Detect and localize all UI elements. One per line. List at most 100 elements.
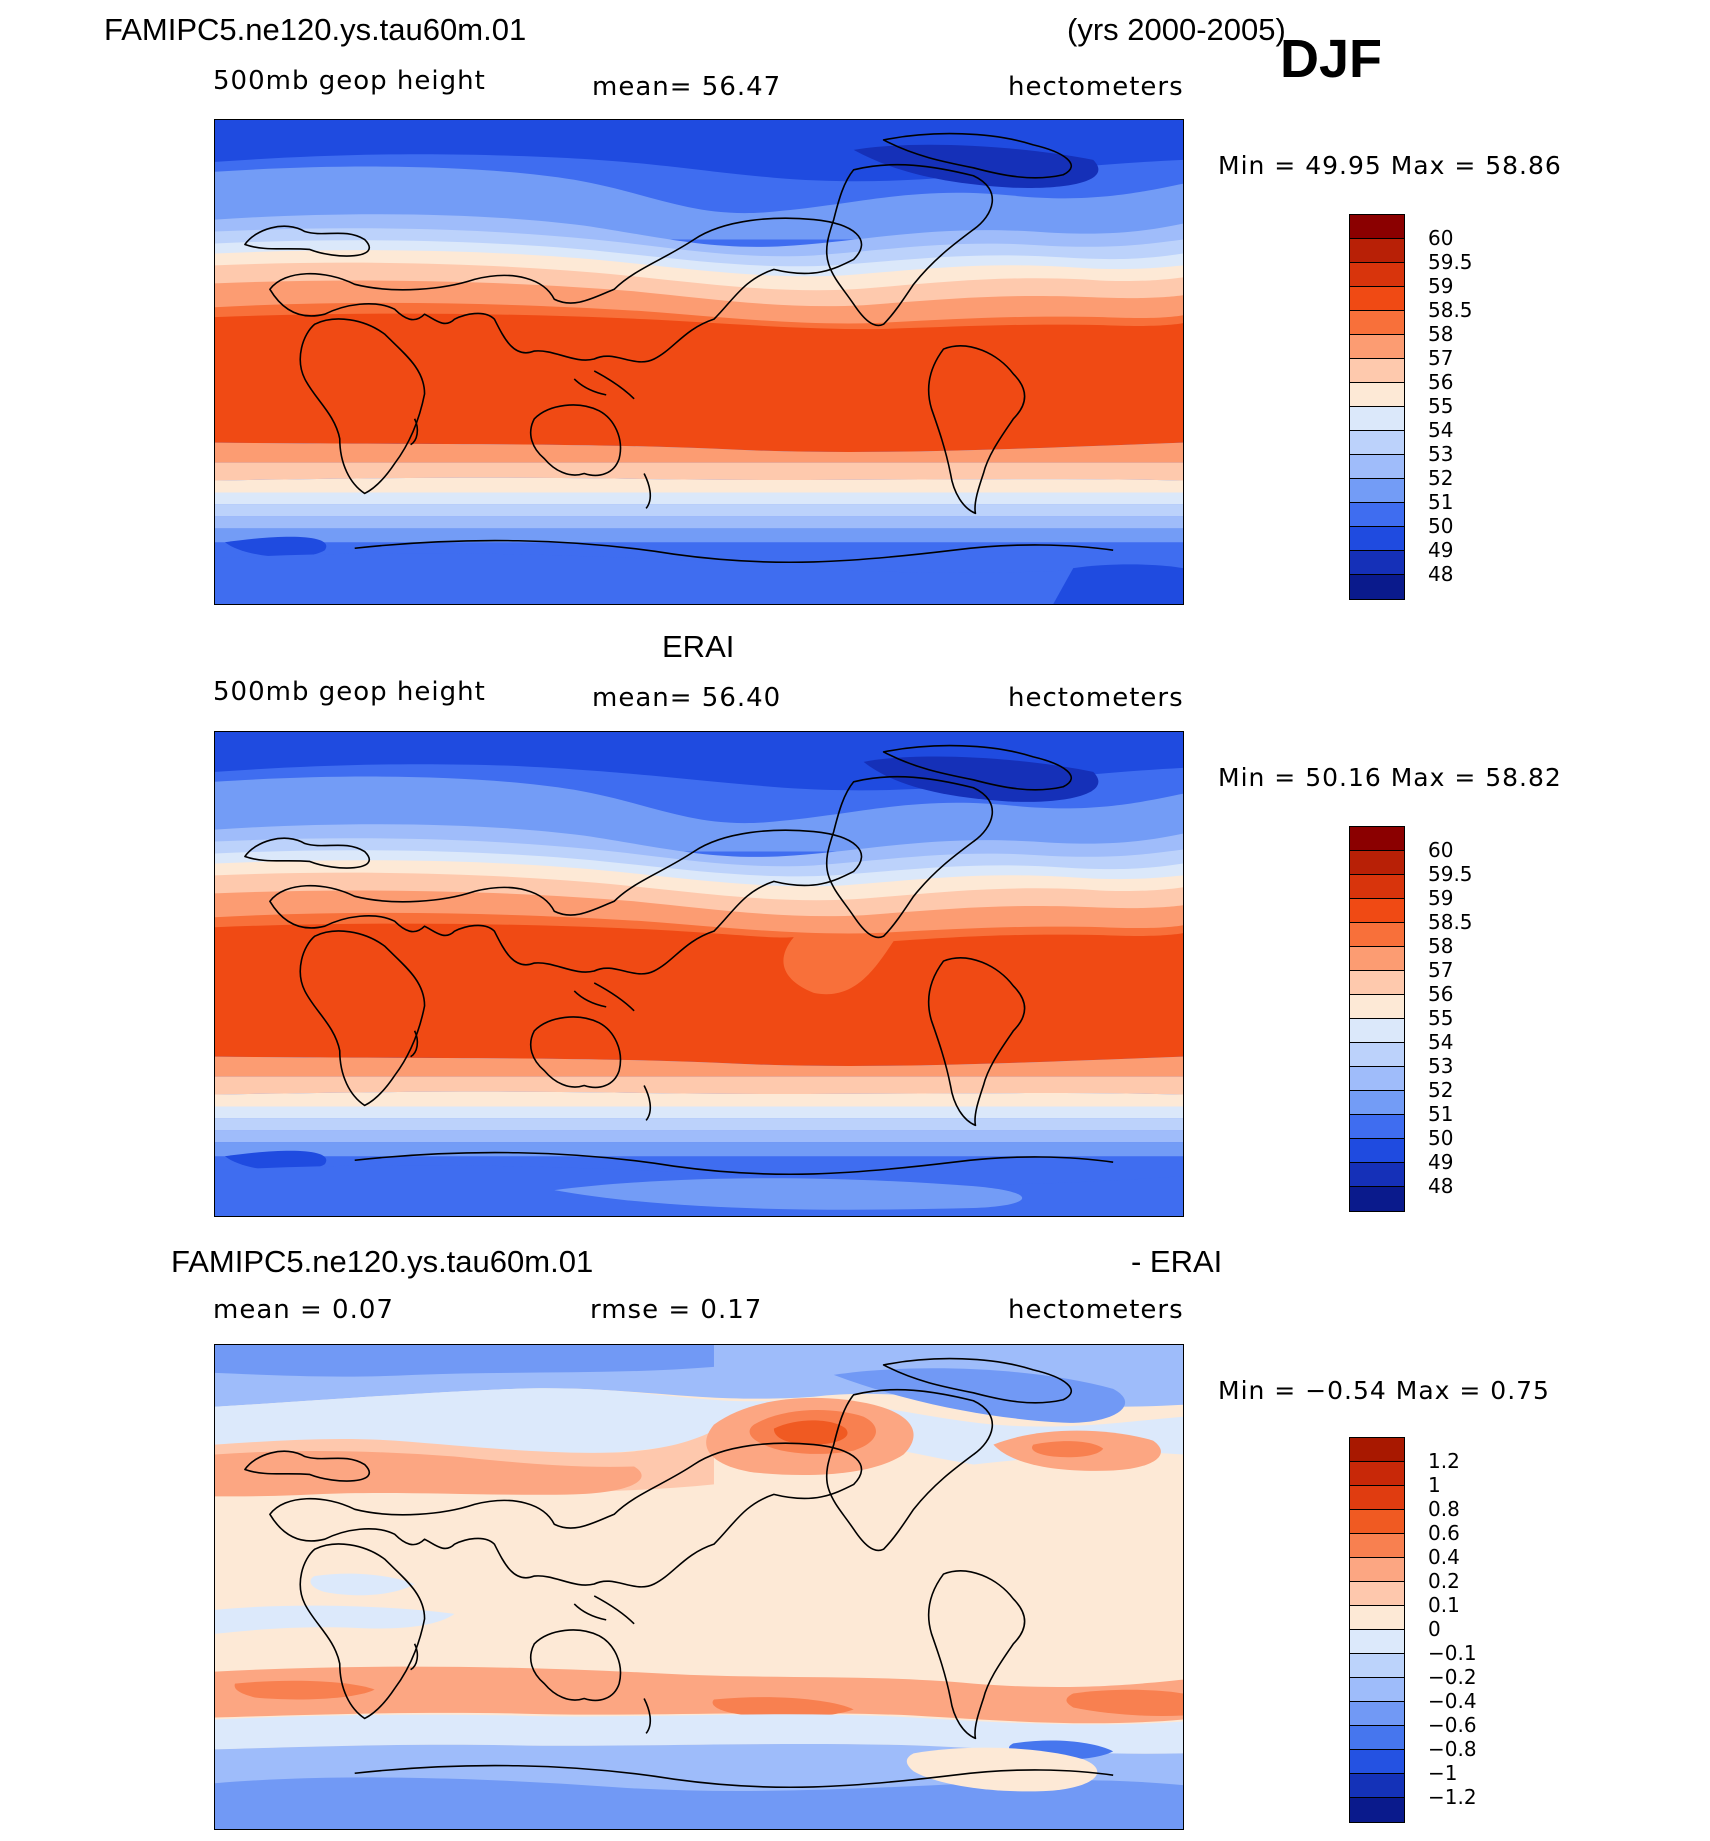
colorbar-swatch — [1350, 383, 1404, 407]
colorbar-tick-label: 55 — [1428, 1006, 1454, 1030]
diff-title-left: FAMIPC5.ne120.ys.tau60m.01 — [171, 1244, 594, 1279]
mean-label: mean= 56.40 — [592, 683, 782, 713]
minmax-label: Min = −0.54 Max = 0.75 — [1218, 1376, 1550, 1405]
colorbar-swatch — [1350, 1582, 1404, 1606]
colorbar-swatch — [1350, 1726, 1404, 1750]
colorbar-tick-label: 54 — [1428, 1030, 1454, 1054]
colorbar-swatch — [1350, 1774, 1404, 1798]
colorbar-tick-label: 48 — [1428, 562, 1454, 586]
colorbar-tick-label: 49 — [1428, 1150, 1454, 1174]
colorbar-swatch — [1350, 1558, 1404, 1582]
colorbar-tick-label: 58.5 — [1428, 298, 1473, 322]
colorbar-swatch — [1350, 995, 1404, 1019]
colorbar-tick-label: 58.5 — [1428, 910, 1473, 934]
colorbar-swatch — [1350, 359, 1404, 383]
colorbar-tick-label: 53 — [1428, 1054, 1454, 1078]
colorbar-swatch — [1350, 1702, 1404, 1726]
colorbar-tick-label: −0.1 — [1428, 1641, 1477, 1665]
colorbar-swatch — [1350, 1043, 1404, 1067]
colorbar-swatch — [1350, 1115, 1404, 1139]
colorbar-swatch — [1350, 827, 1404, 851]
colorbar-tick-label: 53 — [1428, 442, 1454, 466]
model-contour-field — [215, 120, 1183, 604]
obs-map — [214, 731, 1184, 1217]
colorbar-tick-label: 1.2 — [1428, 1449, 1460, 1473]
variable-label: 500mb geop height — [213, 677, 486, 707]
colorbar-tick-label: 57 — [1428, 958, 1454, 982]
colorbar-swatch — [1350, 335, 1404, 359]
colorbar-swatch — [1350, 1750, 1404, 1774]
colorbar-tick-label: 59 — [1428, 274, 1454, 298]
colorbar-swatch — [1350, 1678, 1404, 1702]
diff-mean-label: mean = 0.07 — [213, 1295, 394, 1325]
colorbar-tick-label: 51 — [1428, 1102, 1454, 1126]
colorbar-swatch — [1350, 1534, 1404, 1558]
colorbar-swatch — [1350, 1630, 1404, 1654]
colorbar-tick-label: −0.6 — [1428, 1713, 1477, 1737]
colorbar-tick-label: 56 — [1428, 982, 1454, 1006]
colorbar-swatch — [1350, 311, 1404, 335]
colorbar-swatch — [1350, 1139, 1404, 1163]
colorbar-swatch — [1350, 1798, 1404, 1822]
colorbar-swatch — [1350, 923, 1404, 947]
colorbar-tick-label: 58 — [1428, 934, 1454, 958]
colorbar-tick-label: 57 — [1428, 346, 1454, 370]
rmse-label: rmse = 0.17 — [590, 1295, 763, 1325]
colorbar-tick-label: 0.6 — [1428, 1521, 1460, 1545]
colorbar-swatch — [1350, 1163, 1404, 1187]
colorbar-labels: 60 59.5 59 58.5 58 57 56 55 54 53 52 51 50 49 48 — [1428, 228, 1473, 588]
colorbar-tick-label: −0.4 — [1428, 1689, 1477, 1713]
colorbar-tick-label: −0.8 — [1428, 1737, 1477, 1761]
colorbar-tick-label: −1.2 — [1428, 1785, 1477, 1809]
colorbar-tick-label: 0 — [1428, 1617, 1441, 1641]
model-map — [214, 119, 1184, 605]
colorbar-swatch — [1350, 527, 1404, 551]
obs-contour-field — [215, 732, 1183, 1216]
colorbar-swatch — [1350, 1654, 1404, 1678]
colorbar-tick-label: 59 — [1428, 886, 1454, 910]
units-label: hectometers — [1008, 683, 1184, 713]
colorbar-swatch — [1350, 455, 1404, 479]
mean-label: mean= 56.47 — [592, 72, 782, 102]
years-label: (yrs 2000-2005) — [1067, 12, 1286, 47]
colorbar-tick-label: 48 — [1428, 1174, 1454, 1198]
colorbar-tick-label: 0.1 — [1428, 1593, 1460, 1617]
colorbar-tick-label: 0.2 — [1428, 1569, 1460, 1593]
colorbar-swatch — [1350, 875, 1404, 899]
diff-title-right: - ERAI — [1131, 1244, 1223, 1279]
colorbar-swatch — [1350, 239, 1404, 263]
season-label: DJF — [1280, 29, 1383, 89]
colorbar-tick-label: −0.2 — [1428, 1665, 1477, 1689]
colorbar-swatch — [1350, 851, 1404, 875]
colorbar-tick-label: 50 — [1428, 514, 1454, 538]
colorbar-tick-label: 50 — [1428, 1126, 1454, 1150]
diff-contour-field — [215, 1345, 1183, 1829]
minmax-label: Min = 49.95 Max = 58.86 — [1218, 151, 1562, 180]
colorbar-swatch — [1350, 1510, 1404, 1534]
variable-label: 500mb geop height — [213, 66, 486, 96]
colorbar-swatch — [1350, 1438, 1404, 1462]
colorbar-tick-label: 58 — [1428, 322, 1454, 346]
colorbar-swatch — [1350, 263, 1404, 287]
colorbar-tick-label: 49 — [1428, 538, 1454, 562]
colorbar-tick-label: 60 — [1428, 838, 1454, 862]
diff-map — [214, 1344, 1184, 1830]
colorbar-tick-label: 59.5 — [1428, 250, 1473, 274]
colorbar-swatch — [1350, 1019, 1404, 1043]
colorbar-swatch — [1350, 1606, 1404, 1630]
colorbar-swatch — [1350, 1091, 1404, 1115]
minmax-label: Min = 50.16 Max = 58.82 — [1218, 763, 1562, 792]
units-label: hectometers — [1008, 72, 1184, 102]
colorbar — [1349, 826, 1405, 1212]
colorbar-tick-label: −1 — [1428, 1761, 1458, 1785]
colorbar-swatch — [1350, 971, 1404, 995]
colorbar-tick-label: 60 — [1428, 226, 1454, 250]
colorbar-swatch — [1350, 947, 1404, 971]
colorbar-labels: 60 59.5 59 58.5 58 57 56 55 54 53 52 51 50 49 48 — [1428, 840, 1473, 1200]
obs-title: ERAI — [662, 629, 735, 664]
colorbar-tick-label: 55 — [1428, 394, 1454, 418]
colorbar-tick-label: 0.4 — [1428, 1545, 1460, 1569]
colorbar — [1349, 214, 1405, 600]
colorbar-swatch — [1350, 1187, 1404, 1211]
colorbar-swatch — [1350, 479, 1404, 503]
